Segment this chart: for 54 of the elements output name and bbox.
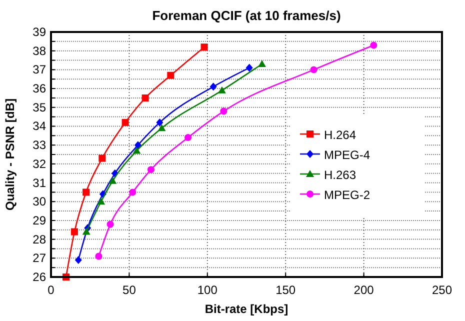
point [142, 94, 149, 102]
point [82, 228, 90, 235]
y-tick-label: 29 [32, 213, 46, 228]
point [106, 220, 114, 228]
y-tick-label: 37 [32, 62, 46, 77]
point [156, 118, 164, 126]
point [200, 44, 208, 51]
y-tick-label: 30 [32, 194, 46, 209]
x-tick-label: 250 [432, 283, 452, 297]
y-tick-label: 27 [32, 251, 46, 266]
y-tick-label: 28 [32, 232, 46, 246]
y-tick-label: 38 [32, 44, 46, 58]
point [370, 42, 378, 49]
chart-title: Foreman QCIF (at 10 frames/s) [152, 8, 341, 23]
x-tick-label: 100 [197, 283, 218, 297]
point [98, 154, 106, 162]
y-axis-title: Quality - PSNR [dB] [3, 98, 17, 211]
point [97, 198, 106, 205]
y-tick-label: 39 [32, 25, 46, 39]
point [220, 108, 228, 115]
y-tick-label: 36 [32, 82, 46, 96]
x-tick-label: 0 [48, 283, 55, 297]
point [246, 64, 253, 72]
point [129, 188, 136, 196]
point [108, 176, 117, 184]
x-axis-title: Bit-rate [Kbps] [204, 302, 288, 316]
point [74, 256, 82, 264]
y-tick-label: 34 [32, 119, 46, 134]
y-tick-label: 33 [32, 138, 46, 152]
legend-label: MPEG-2 [324, 188, 370, 202]
legend-label: MPEG-4 [324, 148, 370, 162]
legend-label: H.264 [324, 128, 356, 142]
legend-label: H.263 [324, 168, 356, 182]
y-tick-label: 26 [32, 270, 46, 284]
point [95, 252, 102, 260]
point [132, 146, 141, 154]
point [134, 141, 142, 150]
x-tick-label: 200 [354, 283, 374, 297]
point [210, 82, 217, 91]
point [184, 134, 192, 142]
point [147, 166, 154, 174]
y-tick-label: 35 [32, 100, 46, 114]
y-tick-label: 32 [32, 156, 46, 171]
y-tick-label: 31 [32, 176, 46, 190]
point [258, 60, 266, 68]
point [70, 228, 78, 236]
x-tick-label: 50 [122, 283, 136, 297]
point [167, 72, 174, 79]
point [218, 86, 226, 94]
point [122, 118, 129, 126]
x-tick-label: 150 [276, 283, 296, 297]
point [158, 124, 166, 132]
point [310, 66, 318, 74]
point [82, 188, 90, 196]
